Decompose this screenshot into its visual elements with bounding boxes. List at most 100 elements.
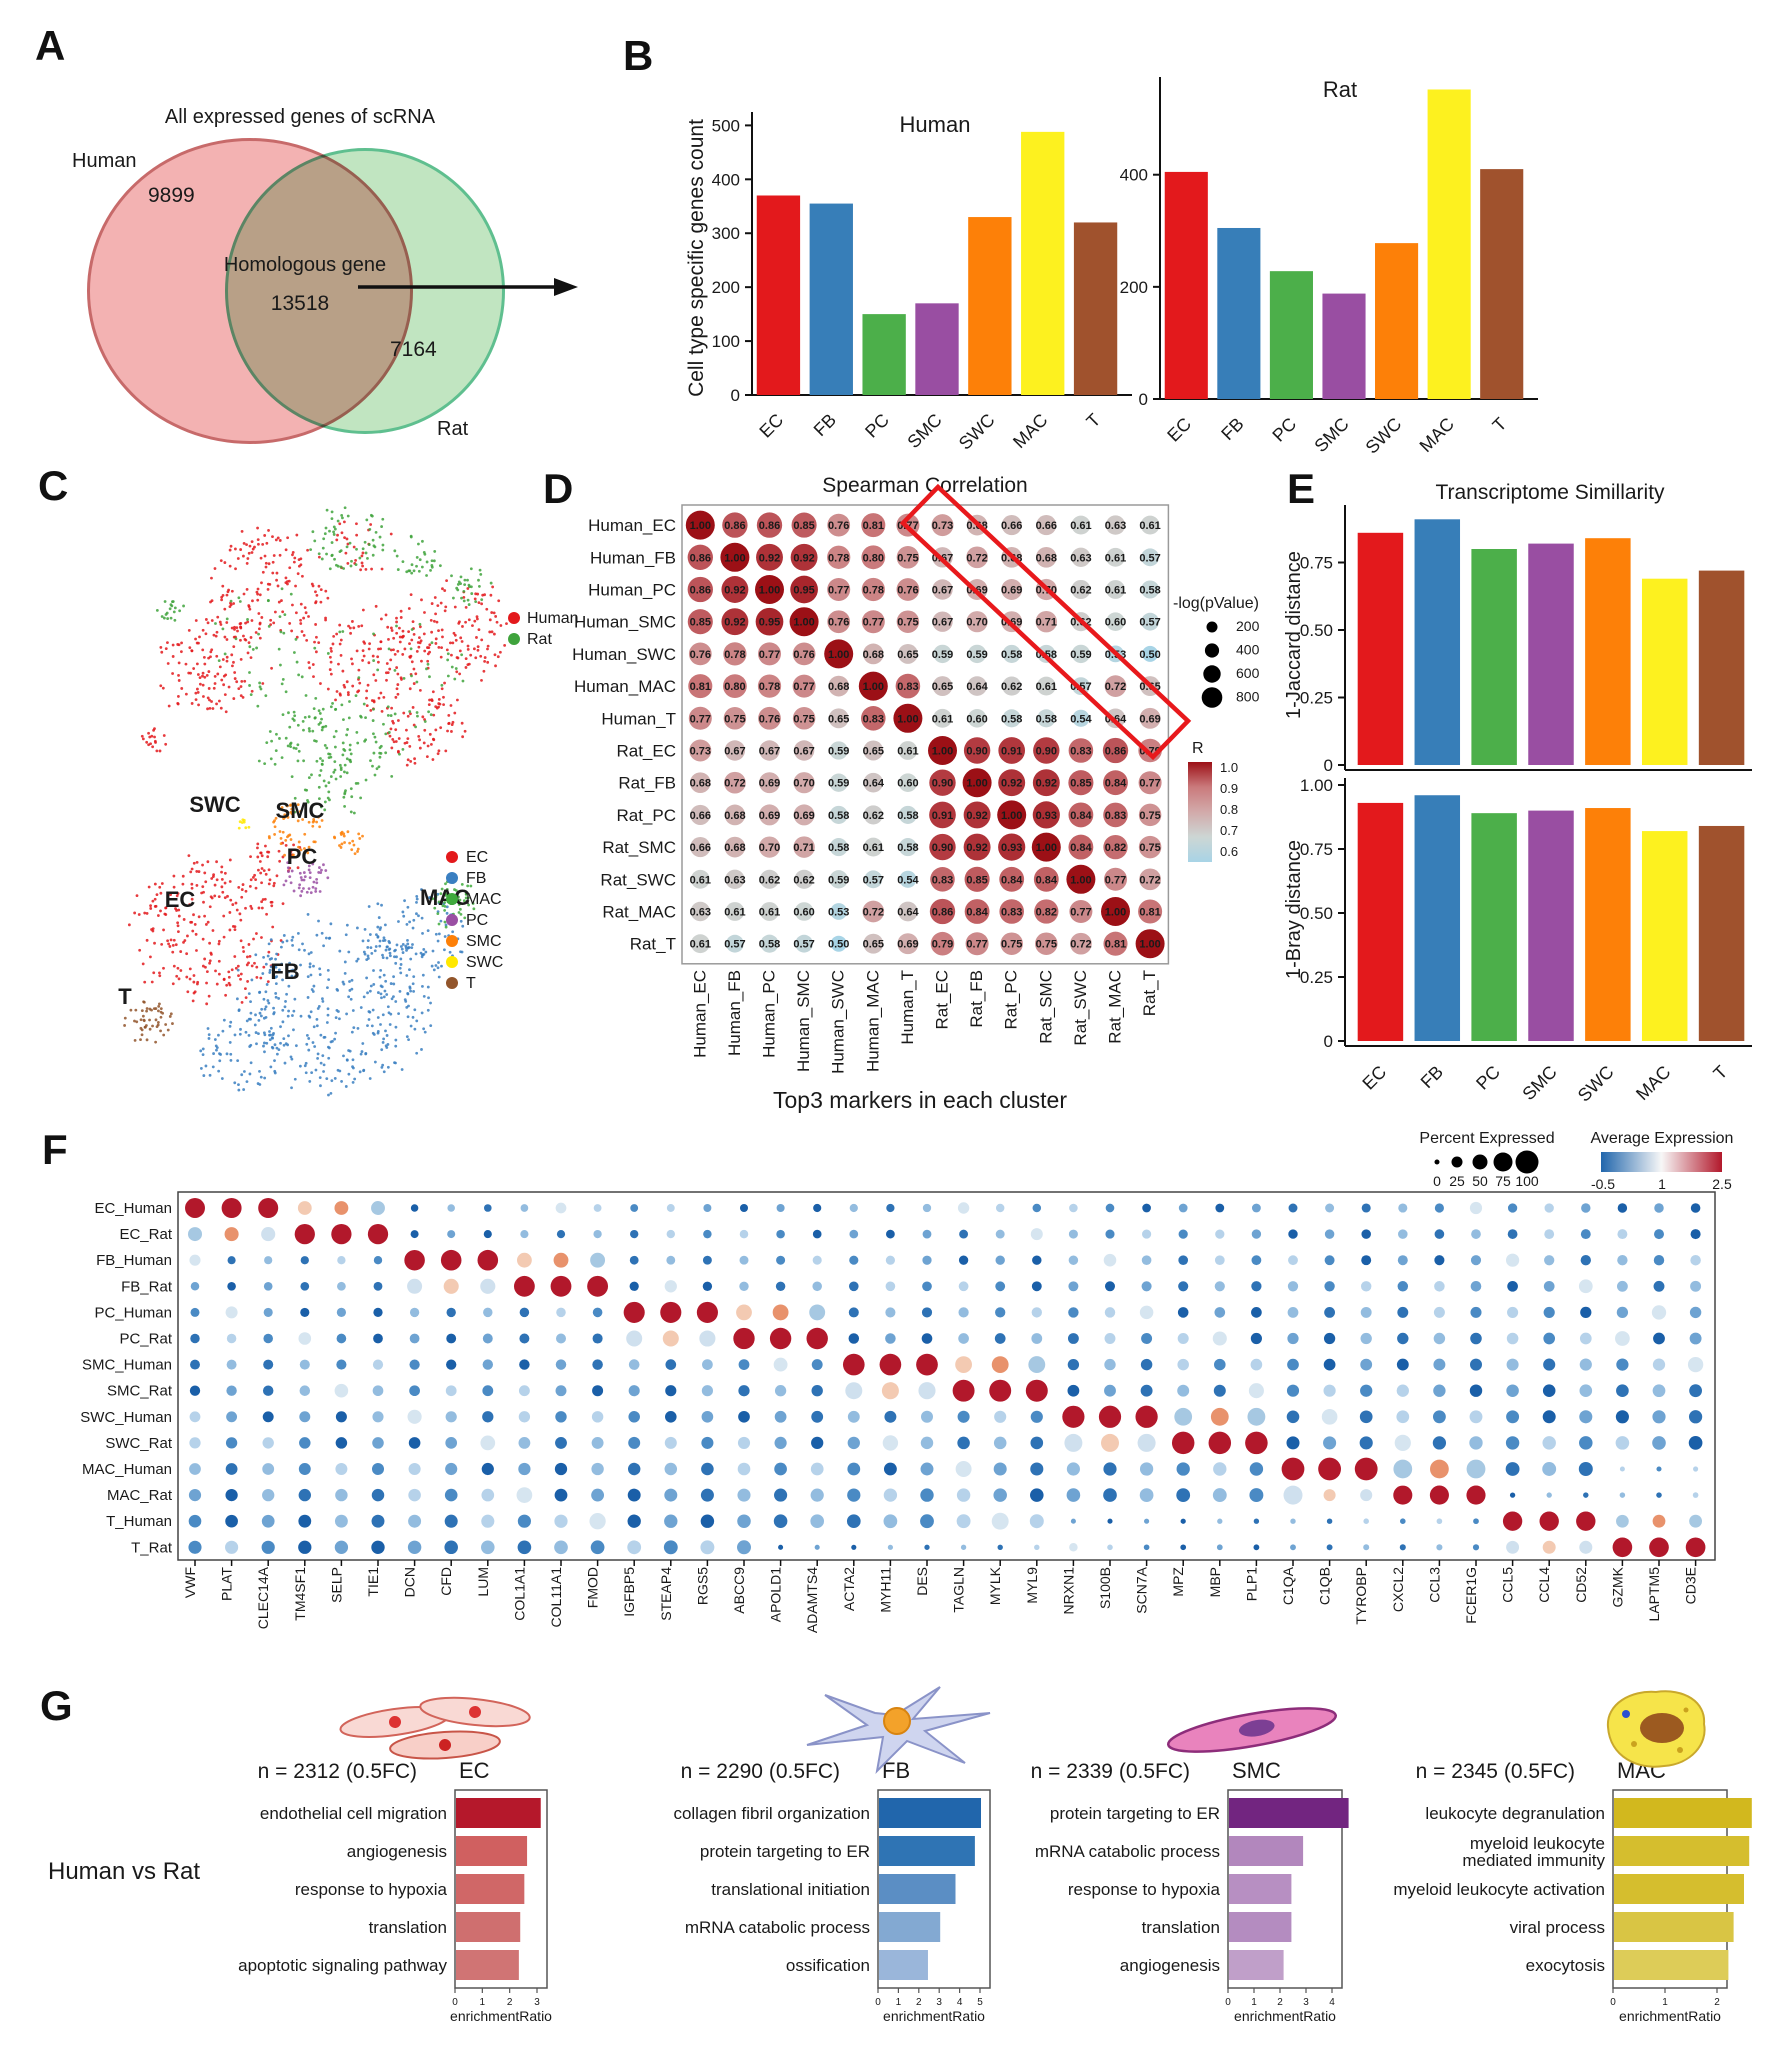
heatmap-cell bbox=[690, 837, 711, 858]
bar-SMC bbox=[1528, 810, 1574, 1041]
heatmap-value: 0.91 bbox=[932, 810, 953, 822]
heatmap-cell bbox=[1002, 709, 1021, 728]
legend-label-FB: FB bbox=[466, 870, 486, 887]
y-tick-label: 0 bbox=[1324, 1032, 1333, 1051]
heatmap-value: 1.00 bbox=[793, 617, 814, 629]
heatmap-cell bbox=[830, 935, 847, 952]
heatmap-cell bbox=[863, 805, 883, 825]
heatmap-value: 0.62 bbox=[863, 810, 884, 822]
gene-label-VWF: VWF bbox=[182, 1567, 198, 1598]
heatmap-cell bbox=[932, 676, 953, 697]
go-x-tick: 1 bbox=[1662, 1997, 1668, 2008]
heatmap-value: 0.85 bbox=[966, 874, 987, 886]
heatmap-value: 0.85 bbox=[1070, 778, 1091, 790]
heatmap-cell bbox=[756, 512, 783, 538]
gene-label-LUM: LUM bbox=[475, 1567, 491, 1597]
heatmap-cell bbox=[687, 576, 713, 603]
heatmap-cell bbox=[967, 676, 987, 696]
heatmap-cell bbox=[1033, 737, 1060, 764]
heatmap-cell bbox=[690, 804, 711, 825]
bar-EC bbox=[1164, 171, 1208, 399]
heatmap-cell bbox=[899, 870, 917, 888]
heatmap-value: 0.83 bbox=[932, 874, 953, 886]
bar-PC bbox=[1471, 549, 1517, 765]
heatmap-value: 0.75 bbox=[1139, 810, 1160, 822]
bar-SMC bbox=[1528, 543, 1574, 765]
heatmap-col-label: Human_FB bbox=[725, 970, 744, 1056]
heatmap-cell bbox=[898, 741, 918, 760]
go-x-tick: 1 bbox=[480, 1997, 486, 2008]
y-tick-label: 0.50 bbox=[1300, 904, 1333, 923]
heatmap-value: 0.57 bbox=[724, 939, 745, 951]
y-axis-label: 1-Bray distance bbox=[1283, 840, 1305, 979]
venn-rat-value: 7164 bbox=[390, 338, 437, 361]
endothelial-cell-icon bbox=[389, 1730, 501, 1760]
go-bar bbox=[1229, 1798, 1349, 1828]
heatmap-value: 0.90 bbox=[966, 746, 987, 758]
gene-label-COL11A1: COL11A1 bbox=[548, 1567, 564, 1628]
percent-legend-label: 0 bbox=[1433, 1173, 1441, 1189]
heatmap-value: 0.75 bbox=[897, 617, 918, 629]
diagonal-highlight-box bbox=[899, 483, 1192, 761]
heatmap-cell bbox=[1103, 931, 1128, 956]
heatmap-cell bbox=[828, 708, 849, 729]
heatmap-cell bbox=[1069, 899, 1093, 924]
heatmap-col-label: Human_T bbox=[898, 970, 917, 1045]
heatmap-value: 0.61 bbox=[863, 842, 884, 854]
heatmap-value: 0.72 bbox=[724, 778, 745, 790]
heatmap-cell bbox=[862, 643, 884, 665]
go-bar bbox=[1614, 1798, 1752, 1828]
heatmap-value: 0.93 bbox=[1036, 810, 1057, 822]
go-term-label: mRNA catabolic process bbox=[1035, 1842, 1220, 1861]
go-x-tick: 2 bbox=[507, 1997, 513, 2008]
macrophage-cell-icon bbox=[1606, 1690, 1706, 1768]
heatmap-value: 0.84 bbox=[1070, 810, 1092, 822]
heatmap-value: 0.67 bbox=[932, 585, 953, 597]
heatmap-value: 0.83 bbox=[1070, 746, 1091, 758]
go-bar bbox=[456, 1798, 541, 1828]
cluster-label-EC: EC bbox=[165, 887, 196, 912]
heatmap-cell bbox=[1141, 548, 1160, 567]
heatmap-value: 0.58 bbox=[897, 810, 918, 822]
size-legend-label: 200 bbox=[1236, 618, 1260, 634]
heatmap-cell bbox=[725, 869, 745, 889]
heatmap-cell bbox=[963, 833, 991, 861]
heatmap-value: 0.81 bbox=[863, 520, 884, 532]
go-xlabel: enrichmentRatio bbox=[883, 2008, 985, 2024]
bar-FB bbox=[1414, 519, 1461, 765]
go-frame-SMC bbox=[1227, 1789, 1343, 1989]
venn-title: All expressed genes of scRNA bbox=[164, 106, 436, 128]
heatmap-grid: 1.00 0.86 0.86 0.85 0.76 0.81 0.77 0.73 0.68 0.66… bbox=[685, 510, 1165, 959]
heatmap-value: 1.00 bbox=[1070, 874, 1091, 886]
percent-legend-dot bbox=[1451, 1156, 1463, 1168]
gene-label-MPZ: MPZ bbox=[1170, 1567, 1186, 1597]
heatmap-cell bbox=[1032, 769, 1060, 797]
heatmap-cell bbox=[931, 514, 954, 537]
heatmap-value: 0.75 bbox=[793, 713, 814, 725]
chart-title: Human bbox=[900, 112, 971, 137]
gene-label-C1QB: C1QB bbox=[1317, 1567, 1333, 1605]
go-term-label: endothelial cell migration bbox=[260, 1804, 447, 1823]
bar-EC bbox=[756, 195, 801, 395]
heatmap-value: 0.66 bbox=[690, 810, 711, 822]
bar-EC bbox=[1357, 532, 1404, 765]
go-term-label: angiogenesis bbox=[347, 1842, 447, 1861]
heatmap-cell bbox=[1002, 676, 1022, 696]
percent-legend-dot bbox=[1434, 1159, 1440, 1165]
heatmap-value: 0.76 bbox=[828, 617, 849, 629]
heatmap-cell bbox=[723, 707, 747, 730]
heatmap-cell bbox=[760, 934, 779, 953]
bar-SWC bbox=[1585, 538, 1631, 765]
dotplot-row-label: PC_Human bbox=[94, 1304, 172, 1321]
heatmap-cell bbox=[897, 933, 919, 955]
expression-legend-title: Average Expression bbox=[1591, 1130, 1734, 1147]
heatmap-cell bbox=[725, 934, 744, 953]
heatmap-value: 0.86 bbox=[932, 907, 953, 919]
venn-overlap-label: Homologous gene bbox=[223, 254, 387, 276]
dotplot-title: Top3 markers in each cluster bbox=[773, 1087, 1067, 1113]
heatmap-cell bbox=[930, 931, 955, 956]
gene-label-MYH11: MYH11 bbox=[877, 1567, 893, 1613]
heatmap-cell bbox=[827, 513, 851, 537]
heatmap-value: 1.00 bbox=[759, 585, 780, 597]
